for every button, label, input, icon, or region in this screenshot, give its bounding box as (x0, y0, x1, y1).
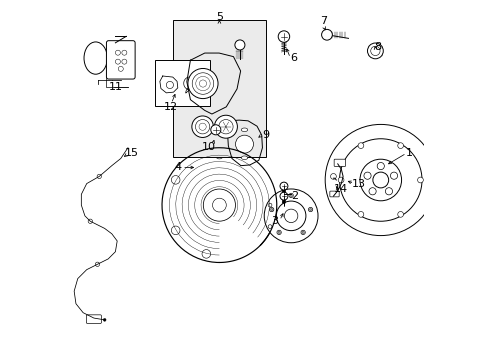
Circle shape (363, 172, 370, 179)
FancyBboxPatch shape (172, 21, 265, 157)
Circle shape (122, 59, 126, 64)
Circle shape (267, 225, 271, 229)
Circle shape (270, 208, 272, 211)
Circle shape (264, 189, 317, 243)
Circle shape (367, 43, 383, 59)
Circle shape (97, 174, 101, 179)
FancyBboxPatch shape (155, 60, 210, 107)
Circle shape (288, 193, 293, 198)
Text: 15: 15 (124, 148, 138, 158)
Circle shape (118, 66, 123, 71)
Circle shape (276, 230, 281, 235)
Circle shape (289, 194, 292, 197)
Circle shape (330, 174, 336, 179)
Circle shape (357, 143, 363, 148)
Circle shape (338, 177, 343, 183)
Circle shape (210, 125, 221, 135)
Circle shape (339, 139, 421, 221)
Ellipse shape (241, 156, 247, 159)
Text: 7: 7 (319, 17, 326, 27)
Circle shape (284, 209, 297, 222)
Circle shape (215, 150, 223, 159)
Circle shape (192, 73, 213, 94)
Text: 4: 4 (174, 162, 182, 172)
Text: 6: 6 (290, 53, 297, 63)
Circle shape (234, 40, 244, 50)
Circle shape (95, 262, 100, 266)
Text: 10: 10 (201, 142, 215, 152)
Circle shape (278, 31, 289, 42)
Circle shape (212, 198, 226, 212)
Text: 5: 5 (216, 12, 223, 22)
Circle shape (280, 192, 287, 200)
Circle shape (235, 135, 253, 153)
Circle shape (325, 125, 435, 235)
Circle shape (397, 143, 403, 148)
Circle shape (218, 120, 233, 134)
Circle shape (417, 177, 423, 183)
Circle shape (115, 50, 120, 55)
Text: 8: 8 (374, 42, 381, 51)
Circle shape (359, 159, 401, 201)
Ellipse shape (84, 42, 107, 74)
Circle shape (370, 46, 379, 55)
Circle shape (88, 219, 92, 224)
Circle shape (191, 116, 213, 138)
Circle shape (376, 162, 384, 170)
Text: 11: 11 (108, 82, 122, 92)
Text: 3: 3 (271, 216, 278, 225)
Text: 1: 1 (405, 148, 412, 158)
Circle shape (278, 231, 280, 234)
Text: 12: 12 (164, 102, 178, 112)
Circle shape (372, 172, 388, 188)
Circle shape (269, 207, 273, 212)
Circle shape (302, 231, 304, 234)
Circle shape (397, 212, 403, 217)
Circle shape (214, 115, 237, 138)
Circle shape (115, 59, 120, 64)
Circle shape (166, 81, 173, 89)
FancyBboxPatch shape (333, 159, 345, 166)
Circle shape (368, 188, 375, 195)
Circle shape (309, 208, 311, 211)
Circle shape (202, 249, 210, 258)
FancyBboxPatch shape (86, 315, 101, 323)
Text: 2: 2 (290, 191, 298, 201)
FancyBboxPatch shape (329, 191, 339, 197)
Circle shape (385, 188, 392, 195)
FancyBboxPatch shape (106, 41, 135, 79)
Text: 14: 14 (334, 184, 347, 194)
Circle shape (389, 172, 397, 179)
Circle shape (280, 182, 287, 190)
Circle shape (267, 203, 271, 207)
Circle shape (321, 30, 332, 40)
Circle shape (195, 120, 209, 134)
Circle shape (308, 207, 312, 212)
Circle shape (103, 319, 106, 321)
Circle shape (276, 201, 305, 231)
Ellipse shape (241, 128, 247, 132)
Circle shape (357, 212, 363, 217)
Circle shape (122, 50, 126, 55)
Text: 9: 9 (262, 130, 269, 140)
Circle shape (171, 176, 180, 184)
Circle shape (187, 68, 218, 99)
Circle shape (203, 189, 235, 221)
Circle shape (301, 230, 305, 235)
Circle shape (171, 226, 180, 235)
Text: 13: 13 (351, 179, 365, 189)
